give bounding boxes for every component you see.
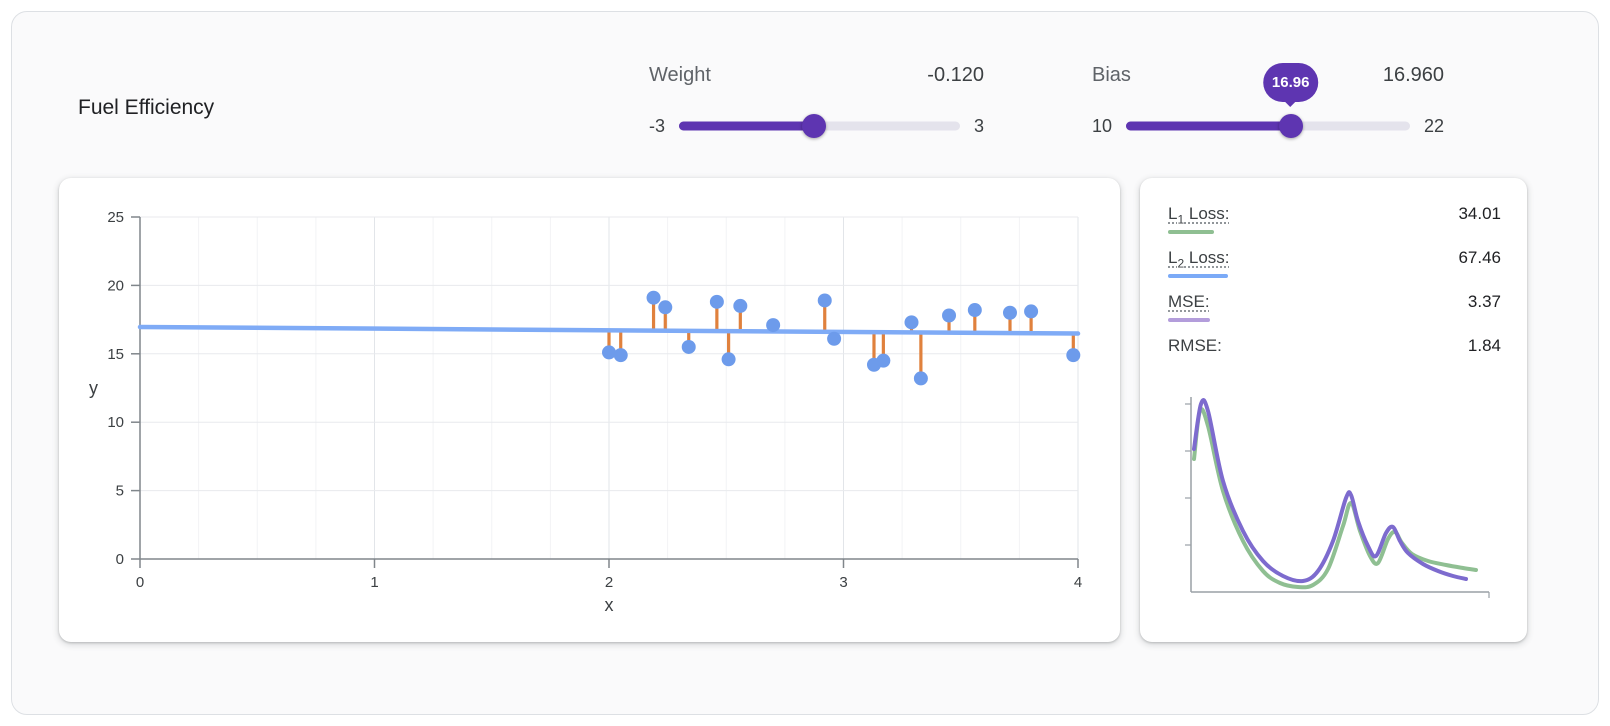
weight-slider-fill (679, 121, 814, 131)
x-tick-label: 4 (1074, 574, 1082, 591)
bias-min-label: 10 (1092, 115, 1113, 136)
weight-min-label: -3 (649, 115, 666, 136)
bias-slider-fill (1126, 121, 1291, 131)
weight-slider-row: -3 3 (649, 114, 984, 138)
scatter-plot-card: 0 5 10 15 20 25 0 1 2 3 4 y x (59, 178, 1120, 642)
data-point (613, 348, 628, 363)
data-point (827, 331, 842, 346)
data-point (733, 298, 748, 313)
weight-control: Weight -0.120 -3 3 (649, 64, 984, 138)
bias-value-bubble: 16.96 (1262, 63, 1319, 102)
metrics-panel: L1 Loss: 34.01 L2 Loss: 67.46 MSE: 3.37 … (1140, 178, 1527, 642)
y-axis-label: y (89, 378, 98, 398)
metric-term-l1: L1 Loss: (1168, 204, 1230, 227)
bias-control: Bias 16.960 10 16.96 22 (1092, 63, 1444, 138)
bias-slider-row: 10 16.96 22 (1092, 63, 1444, 138)
x-axis-label: x (605, 595, 614, 615)
bias-label: Bias (1092, 64, 1131, 86)
bias-slider-thumb[interactable] (1278, 114, 1303, 138)
legend-swatch-mse (1168, 318, 1210, 323)
data-point (721, 352, 736, 367)
metric-label-mse[interactable]: MSE: (1168, 292, 1210, 323)
y-tick-label: 15 (107, 346, 124, 363)
data-point (658, 300, 673, 315)
metric-label-l2-loss[interactable]: L2 Loss: (1168, 248, 1230, 279)
l1-loss-curve (1192, 407, 1478, 590)
metric-value-l2-loss: 67.46 (1458, 248, 1501, 267)
legend-swatch-l1 (1168, 230, 1214, 235)
scatter-plot: 0 5 10 15 20 25 0 1 2 3 4 y x (89, 209, 1082, 615)
weight-slider-thumb[interactable] (801, 114, 826, 138)
x-tick-label: 1 (370, 574, 378, 591)
bias-max-label: 22 (1423, 115, 1444, 136)
data-point (967, 303, 982, 318)
mse-loss-curve (1192, 398, 1468, 584)
metric-label-l1-loss[interactable]: L1 Loss: (1168, 204, 1230, 235)
data-point (1066, 348, 1081, 363)
page-title: Fuel Efficiency (78, 96, 215, 119)
y-tick-label: 5 (116, 483, 124, 500)
bias-header: Bias 16.960 (1092, 64, 1444, 88)
metric-value-rmse: 1.84 (1467, 336, 1501, 355)
metric-row-l1-loss: L1 Loss: 34.01 (1168, 204, 1501, 248)
weight-header: Weight -0.120 (649, 64, 984, 88)
bias-value-bubble-text: 16.96 (1271, 74, 1310, 91)
data-point (817, 293, 832, 308)
weight-max-label: 3 (973, 115, 984, 136)
weight-value: -0.120 (927, 64, 984, 86)
bias-slider[interactable]: 16.96 (1126, 63, 1410, 138)
metric-label-rmse: RMSE: (1168, 336, 1222, 358)
data-point (646, 290, 661, 305)
y-tick-label: 25 (107, 209, 124, 226)
metric-row-mse: MSE: 3.37 (1168, 292, 1501, 336)
bias-value: 16.960 (1382, 64, 1444, 86)
metric-term-rmse: RMSE: (1168, 336, 1222, 355)
data-point (1024, 304, 1039, 319)
regression-line (137, 324, 1081, 336)
metric-row-rmse: RMSE: 1.84 (1168, 336, 1501, 380)
y-tick-label: 10 (107, 414, 124, 431)
y-tick-label: 20 (107, 277, 124, 294)
data-point (904, 315, 919, 330)
legend-swatch-l2 (1168, 274, 1228, 279)
metric-row-l2-loss: L2 Loss: 67.46 (1168, 248, 1501, 292)
x-tick-label: 3 (839, 574, 847, 591)
metric-value-mse: 3.37 (1467, 292, 1501, 311)
data-point (681, 339, 696, 354)
weight-label: Weight (649, 64, 711, 86)
data-point (1002, 305, 1017, 320)
metric-term-l2: L2 Loss: (1168, 248, 1230, 271)
metric-value-l1-loss: 34.01 (1458, 204, 1501, 223)
data-point (913, 371, 928, 386)
metric-term-mse: MSE: (1168, 292, 1210, 311)
x-tick-label: 0 (136, 574, 144, 591)
y-tick-label: 0 (116, 551, 124, 568)
data-point (709, 294, 724, 309)
data-point (602, 345, 616, 360)
weight-slider[interactable] (679, 114, 960, 138)
x-tick-label: 2 (605, 574, 613, 591)
loss-curve-sparkline (1185, 397, 1490, 598)
app-frame: Fuel Efficiency Weight -0.120 -3 3 Bias … (11, 11, 1599, 715)
data-point (876, 353, 891, 368)
data-point (942, 308, 957, 323)
data-point (766, 318, 781, 333)
